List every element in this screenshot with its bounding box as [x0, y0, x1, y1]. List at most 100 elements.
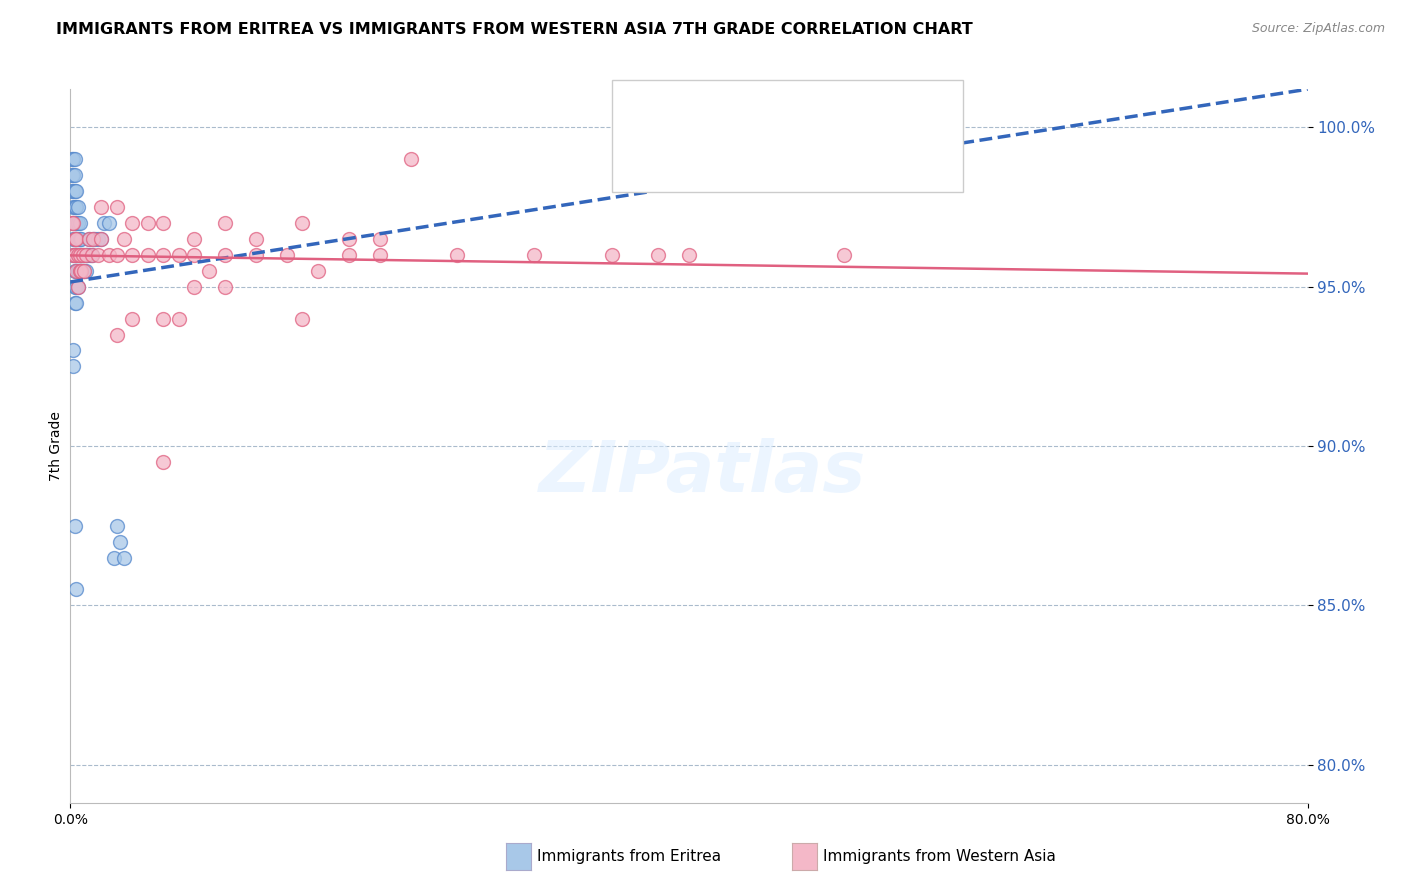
Point	[368, 248, 391, 262]
Point	[600, 248, 623, 262]
Point	[167, 248, 190, 262]
Point	[80, 248, 103, 262]
Point	[84, 232, 107, 246]
Point	[98, 216, 120, 230]
Point	[63, 153, 86, 167]
Point	[114, 232, 135, 246]
Point	[337, 232, 360, 246]
Point	[105, 518, 128, 533]
Text: ZIPatlas: ZIPatlas	[540, 438, 866, 508]
Point	[75, 264, 97, 278]
Point	[62, 200, 84, 214]
Point	[63, 264, 86, 278]
Point	[105, 200, 128, 214]
Point	[63, 168, 86, 182]
Point	[72, 264, 94, 278]
Point	[69, 264, 91, 278]
Point	[73, 264, 96, 278]
Point	[152, 455, 174, 469]
Point	[87, 248, 110, 262]
Point	[245, 232, 267, 246]
Point	[65, 248, 87, 262]
Point	[69, 264, 91, 278]
Point	[62, 168, 84, 182]
Point	[678, 248, 700, 262]
Point	[72, 248, 94, 262]
Point	[63, 200, 86, 214]
Point	[70, 248, 93, 262]
Point	[93, 216, 115, 230]
Point	[62, 216, 84, 230]
Point	[69, 216, 91, 230]
Point	[832, 248, 855, 262]
Point	[69, 248, 91, 262]
Point	[114, 550, 135, 565]
Point	[65, 295, 87, 310]
Point	[105, 327, 128, 342]
Point	[62, 216, 84, 230]
Point	[90, 232, 112, 246]
Point	[72, 248, 94, 262]
Point	[121, 248, 143, 262]
Point	[121, 216, 143, 230]
Point	[63, 279, 86, 293]
Point	[76, 248, 98, 262]
Point	[67, 200, 90, 214]
Text: R =   0.131   N = 64: R = 0.131 N = 64	[675, 104, 842, 122]
Point	[337, 248, 360, 262]
Point	[108, 534, 131, 549]
Point	[307, 264, 329, 278]
Point	[77, 232, 100, 246]
Point	[152, 311, 174, 326]
Point	[291, 216, 314, 230]
Point	[65, 279, 87, 293]
Point	[67, 264, 90, 278]
Point	[245, 248, 267, 262]
Point	[183, 248, 205, 262]
Point	[62, 248, 84, 262]
Point	[70, 264, 93, 278]
Point	[60, 153, 83, 167]
Text: IMMIGRANTS FROM ERITREA VS IMMIGRANTS FROM WESTERN ASIA 7TH GRADE CORRELATION CH: IMMIGRANTS FROM ERITREA VS IMMIGRANTS FR…	[56, 22, 973, 37]
Text: Source: ZipAtlas.com: Source: ZipAtlas.com	[1251, 22, 1385, 36]
Point	[90, 232, 112, 246]
Point	[647, 248, 669, 262]
Point	[63, 518, 86, 533]
Point	[65, 232, 87, 246]
Point	[82, 232, 105, 246]
Point	[198, 264, 221, 278]
Text: R = -0.064   N =  61: R = -0.064 N = 61	[675, 147, 844, 165]
Point	[62, 153, 84, 167]
Point	[63, 295, 86, 310]
Point	[121, 311, 143, 326]
Point	[79, 248, 101, 262]
Point	[62, 232, 84, 246]
Point	[63, 248, 86, 262]
Point	[136, 248, 159, 262]
Point	[152, 248, 174, 262]
Point	[70, 232, 93, 246]
Point	[183, 232, 205, 246]
Point	[98, 248, 120, 262]
Point	[399, 153, 422, 167]
Point	[63, 248, 86, 262]
Point	[214, 216, 236, 230]
Point	[65, 200, 87, 214]
Point	[60, 168, 83, 182]
Point	[63, 232, 86, 246]
Point	[214, 248, 236, 262]
Point	[167, 311, 190, 326]
Text: Immigrants from Western Asia: Immigrants from Western Asia	[823, 849, 1056, 863]
Point	[136, 216, 159, 230]
Point	[183, 279, 205, 293]
Point	[63, 184, 86, 198]
Point	[73, 264, 96, 278]
Point	[214, 279, 236, 293]
Y-axis label: 7th Grade: 7th Grade	[49, 411, 63, 481]
Point	[69, 232, 91, 246]
Point	[291, 311, 314, 326]
Point	[70, 264, 93, 278]
Point	[67, 248, 90, 262]
Point	[75, 248, 97, 262]
Point	[75, 248, 97, 262]
